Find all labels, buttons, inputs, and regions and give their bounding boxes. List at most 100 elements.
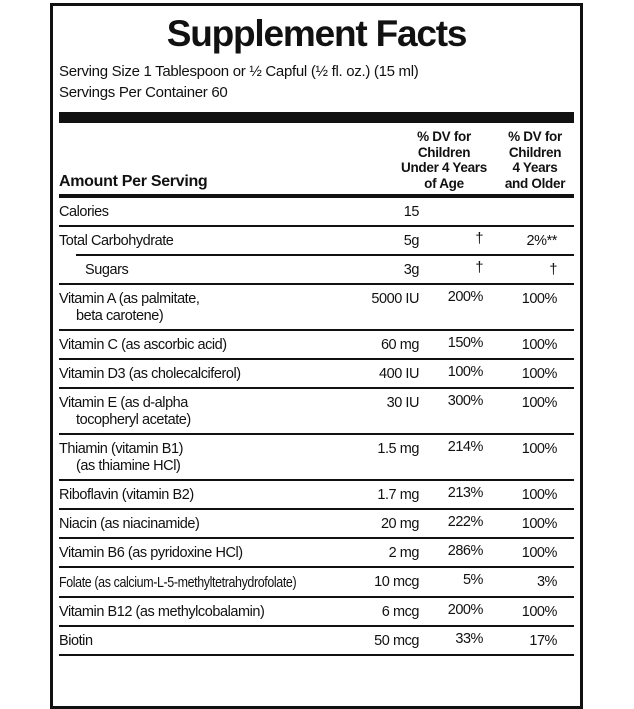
row-separator bbox=[59, 329, 574, 331]
dv-header-4-and-older-line: % DV for bbox=[508, 129, 562, 144]
nutrient-row: Vitamin B12 (as methylcobalamin) 6 mcg 2… bbox=[59, 598, 574, 625]
dv-4-and-older-value: 100% bbox=[521, 366, 558, 382]
nutrient-name: Total Carbohydrate bbox=[59, 233, 174, 249]
nutrient-name-cell: Vitamin B12 (as methylcobalamin) bbox=[59, 604, 329, 621]
row-separator bbox=[59, 479, 574, 481]
dv-header-under-4-line: % DV for bbox=[417, 129, 471, 144]
dv-4-and-older-value: 17% bbox=[529, 633, 557, 649]
dv-4-and-older-value: 3% bbox=[536, 574, 558, 590]
dv-under-4-value: † bbox=[475, 260, 483, 276]
nutrient-name-cell: Vitamin E (as d-alpha tocopheryl acetate… bbox=[59, 395, 329, 429]
nutrient-name-line2: beta carotene) bbox=[76, 308, 164, 324]
nutrient-row: Vitamin C (as ascorbic acid) 60 mg 150% … bbox=[59, 331, 574, 358]
nutrient-name: Vitamin D3 (as cholecalciferol) bbox=[59, 366, 241, 382]
row-separator bbox=[59, 508, 574, 510]
nutrient-name: Vitamin B6 (as pyridoxine HCl) bbox=[59, 545, 243, 561]
nutrient-name: Vitamin B12 (as methylcobalamin) bbox=[59, 604, 265, 620]
nutrient-row: Sugars 3g † † bbox=[59, 256, 574, 283]
row-separator bbox=[59, 283, 574, 285]
nutrient-amount: 50 mcg bbox=[374, 633, 419, 649]
row-separator bbox=[59, 625, 574, 627]
nutrient-row: Vitamin A (as palmitate, beta carotene) … bbox=[59, 285, 574, 329]
facts-rows: Calories 15 Total Carbohydrate 5g † 2%**… bbox=[59, 198, 574, 656]
dv-header-under-4-line: Children bbox=[417, 144, 471, 160]
row-separator bbox=[59, 654, 574, 656]
dv-under-4-value: 5% bbox=[462, 572, 484, 588]
dv-4-and-older-value: 100% bbox=[521, 395, 558, 411]
row-separator bbox=[59, 566, 574, 568]
row-separator bbox=[59, 358, 574, 360]
nutrient-amount: 6 mcg bbox=[381, 604, 420, 620]
row-separator bbox=[59, 225, 574, 227]
nutrient-name: Niacin (as niacinamide) bbox=[59, 516, 200, 532]
dv-4-and-older-value: † bbox=[549, 262, 557, 278]
nutrient-amount: 5000 IU bbox=[371, 291, 419, 307]
nutrient-amount: 15 bbox=[403, 204, 420, 220]
nutrient-name: Riboflavin (vitamin B2) bbox=[59, 487, 194, 503]
dv-under-4-value: 213% bbox=[447, 485, 484, 501]
dv-header-4-and-older-line: and Older bbox=[504, 175, 566, 191]
nutrient-row: Niacin (as niacinamide) 20 mg 222% 100% bbox=[59, 510, 574, 537]
row-separator bbox=[59, 537, 574, 539]
section-divider-bar bbox=[59, 112, 574, 123]
dv-under-4-value: 100% bbox=[447, 364, 484, 380]
nutrient-name: Folate (as calcium-L-5-methyltetrahydrof… bbox=[59, 575, 297, 591]
nutrient-amount: 60 mg bbox=[380, 337, 420, 353]
dv-4-and-older-value: 100% bbox=[521, 604, 558, 620]
dv-header-under-4-line: Under 4 Years bbox=[401, 160, 487, 175]
nutrient-amount: 400 IU bbox=[378, 366, 419, 382]
row-separator bbox=[59, 596, 574, 598]
dv-under-4-value: 200% bbox=[447, 602, 484, 618]
nutrient-name: Biotin bbox=[59, 633, 93, 649]
dv-4-and-older-value: 100% bbox=[521, 545, 558, 561]
nutrient-name: Vitamin E (as d-alpha bbox=[59, 395, 188, 411]
dv-header-under-4-line: of Age bbox=[424, 175, 464, 191]
dv-4-and-older-value: 100% bbox=[521, 441, 558, 457]
row-separator bbox=[59, 387, 574, 389]
dv-under-4-value: 200% bbox=[447, 289, 484, 305]
nutrient-name-cell: Sugars bbox=[59, 262, 329, 279]
nutrient-row: Total Carbohydrate 5g † 2%** bbox=[59, 227, 574, 254]
dv-4-and-older-value: 100% bbox=[521, 337, 558, 353]
nutrient-name-cell: Biotin bbox=[59, 633, 329, 650]
dv-under-4-value: 286% bbox=[447, 543, 484, 559]
nutrient-name-line2: (as thiamine HCl) bbox=[76, 458, 181, 474]
nutrient-name-cell: Thiamin (vitamin B1) (as thiamine HCl) bbox=[59, 441, 329, 475]
nutrient-name-cell: Vitamin C (as ascorbic acid) bbox=[59, 337, 329, 354]
amount-per-serving-header: Amount Per Serving bbox=[59, 173, 208, 190]
nutrient-name: Thiamin (vitamin B1) bbox=[59, 441, 183, 457]
nutrient-amount: 10 mcg bbox=[374, 574, 419, 590]
nutrient-row: Vitamin B6 (as pyridoxine HCl) 2 mg 286%… bbox=[59, 539, 574, 566]
nutrient-row: Biotin 50 mcg 33% 17% bbox=[59, 627, 574, 654]
dv-under-4-value: 150% bbox=[447, 335, 484, 351]
dv-4-and-older-value: 2%** bbox=[526, 233, 558, 249]
nutrient-amount: 3g bbox=[403, 262, 420, 278]
dv-4-and-older-value: 100% bbox=[521, 487, 558, 503]
nutrient-name-cell: Riboflavin (vitamin B2) bbox=[59, 487, 329, 504]
panel-title: Supplement Facts bbox=[166, 13, 468, 54]
nutrient-name-cell: Calories bbox=[59, 204, 329, 221]
nutrient-name-cell: Niacin (as niacinamide) bbox=[59, 516, 329, 533]
nutrient-amount: 1.7 mg bbox=[377, 487, 419, 503]
nutrient-name: Sugars bbox=[85, 262, 129, 278]
nutrient-name-line2: tocopheryl acetate) bbox=[76, 412, 191, 428]
dv-under-4-value: 222% bbox=[447, 514, 484, 530]
dv-under-4-value: † bbox=[475, 231, 483, 247]
nutrient-amount: 5g bbox=[403, 233, 420, 249]
nutrient-name-cell: Total Carbohydrate bbox=[59, 233, 329, 250]
nutrient-name: Vitamin A (as palmitate, bbox=[59, 291, 200, 307]
nutrient-row: Calories 15 bbox=[59, 198, 574, 225]
nutrient-row: Riboflavin (vitamin B2) 1.7 mg 213% 100% bbox=[59, 481, 574, 508]
nutrient-row: Folate (as calcium-L-5-methyltetrahydrof… bbox=[59, 568, 574, 596]
row-separator bbox=[76, 254, 574, 256]
nutrient-amount: 2 mg bbox=[388, 545, 420, 561]
nutrient-amount: 1.5 mg bbox=[377, 441, 419, 457]
dv-4-and-older-value: 100% bbox=[521, 291, 558, 307]
dv-4-and-older-value: 100% bbox=[521, 516, 558, 532]
nutrient-row: Vitamin E (as d-alpha tocopheryl acetate… bbox=[59, 389, 574, 433]
serving-size-text: Serving Size 1 Tablespoon or ½ Capful (½… bbox=[59, 63, 419, 80]
nutrient-row: Thiamin (vitamin B1) (as thiamine HCl) 1… bbox=[59, 435, 574, 479]
dv-under-4-value: 214% bbox=[447, 439, 484, 455]
nutrient-name: Vitamin C (as ascorbic acid) bbox=[59, 337, 227, 353]
nutrient-amount: 30 IU bbox=[386, 395, 420, 411]
